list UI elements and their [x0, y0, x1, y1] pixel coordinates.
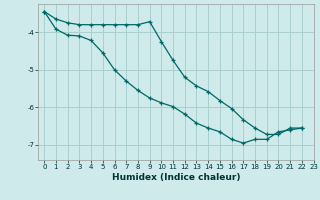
X-axis label: Humidex (Indice chaleur): Humidex (Indice chaleur) [112, 173, 240, 182]
